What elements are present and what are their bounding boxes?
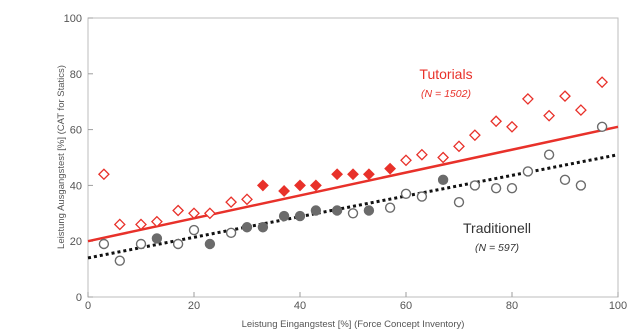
point-tutorials bbox=[415, 148, 428, 161]
point-tutorials bbox=[225, 196, 238, 209]
point-traditionell bbox=[506, 182, 518, 194]
point-traditionell bbox=[559, 174, 571, 186]
point-traditionell bbox=[416, 191, 428, 202]
point-tutorials bbox=[97, 168, 110, 181]
point-traditionell bbox=[241, 222, 253, 233]
point-traditionell bbox=[347, 208, 359, 219]
point-traditionell bbox=[151, 233, 163, 244]
tick-marks bbox=[87, 17, 619, 298]
y-tick-label: 100 bbox=[64, 13, 82, 25]
point-tutorials bbox=[150, 215, 163, 228]
x-tick-label: 60 bbox=[400, 300, 412, 312]
point-traditionell bbox=[331, 205, 343, 216]
point-traditionell bbox=[114, 255, 126, 266]
y-tick-labels: 0 20 40 60 80 100 bbox=[64, 13, 82, 304]
point-tutorials bbox=[559, 90, 571, 103]
x-tick-label: 100 bbox=[609, 300, 627, 312]
point-traditionell bbox=[453, 196, 465, 208]
point-tutorials bbox=[384, 162, 397, 175]
point-tutorials bbox=[468, 129, 481, 142]
point-tutorials bbox=[294, 179, 306, 192]
y-tick-label: 40 bbox=[70, 180, 82, 192]
point-tutorials bbox=[400, 154, 412, 167]
x-tick-label: 40 bbox=[294, 300, 306, 312]
series-n-tutorials: (N = 1502) bbox=[421, 88, 471, 100]
y-tick-label: 0 bbox=[76, 292, 82, 304]
point-traditionell bbox=[596, 121, 608, 133]
point-tutorials bbox=[453, 140, 465, 153]
x-tick-label: 80 bbox=[506, 300, 518, 312]
point-tutorials bbox=[309, 179, 322, 192]
point-tutorials bbox=[113, 218, 126, 231]
point-traditionell bbox=[204, 238, 216, 250]
y-tick-label: 60 bbox=[70, 125, 82, 137]
point-traditionell bbox=[257, 222, 269, 233]
point-tutorials bbox=[172, 204, 185, 217]
series-label-traditionell: Traditionell bbox=[463, 220, 531, 236]
x-tick-label: 20 bbox=[188, 300, 200, 312]
point-traditionell bbox=[400, 188, 412, 199]
point-tutorials bbox=[203, 207, 216, 220]
y-tick-label: 80 bbox=[70, 69, 82, 81]
point-traditionell bbox=[135, 238, 147, 250]
point-tutorials bbox=[188, 207, 200, 220]
x-tick-labels: 0 20 40 60 80 100 bbox=[85, 300, 627, 312]
point-tutorials bbox=[506, 120, 518, 133]
point-traditionell bbox=[172, 238, 184, 250]
point-traditionell bbox=[225, 227, 237, 239]
x-axis-title: Leistung Eingangstest [%] (Force Concept… bbox=[242, 319, 465, 330]
point-traditionell bbox=[437, 174, 449, 186]
trend-lines bbox=[87, 125, 619, 260]
point-tutorials bbox=[331, 168, 344, 181]
point-tutorials bbox=[241, 193, 253, 206]
point-traditionell bbox=[294, 210, 306, 222]
point-tutorials bbox=[574, 104, 587, 116]
point-traditionell bbox=[188, 224, 200, 236]
point-tutorials bbox=[278, 185, 291, 197]
point-tutorials bbox=[362, 168, 375, 181]
y-tick-label: 20 bbox=[70, 236, 82, 248]
point-tutorials bbox=[490, 115, 503, 128]
point-tutorials bbox=[437, 151, 450, 164]
data-points bbox=[97, 76, 609, 266]
x-tick-label: 0 bbox=[85, 300, 91, 312]
series-n-traditionell: (N = 597) bbox=[475, 242, 519, 254]
point-traditionell bbox=[363, 205, 375, 216]
point-tutorials bbox=[543, 109, 556, 122]
point-traditionell bbox=[543, 149, 555, 160]
point-traditionell bbox=[310, 205, 322, 216]
point-tutorials bbox=[521, 92, 534, 105]
point-traditionell bbox=[98, 238, 110, 250]
point-traditionell bbox=[522, 166, 534, 177]
point-tutorials bbox=[596, 76, 609, 89]
series-label-tutorials: Tutorials bbox=[419, 66, 472, 82]
trend-line-tutorials bbox=[87, 125, 619, 243]
point-tutorials bbox=[135, 218, 147, 231]
point-tutorials bbox=[256, 179, 269, 192]
point-traditionell bbox=[278, 210, 290, 222]
point-traditionell bbox=[490, 182, 502, 194]
point-traditionell bbox=[575, 180, 587, 191]
point-traditionell bbox=[384, 202, 396, 213]
y-axis-title: Leistung Ausgangstest [%] (CAT for Stati… bbox=[56, 65, 67, 249]
plot-area bbox=[87, 17, 619, 298]
point-tutorials bbox=[347, 168, 359, 181]
point-traditionell bbox=[469, 180, 481, 191]
